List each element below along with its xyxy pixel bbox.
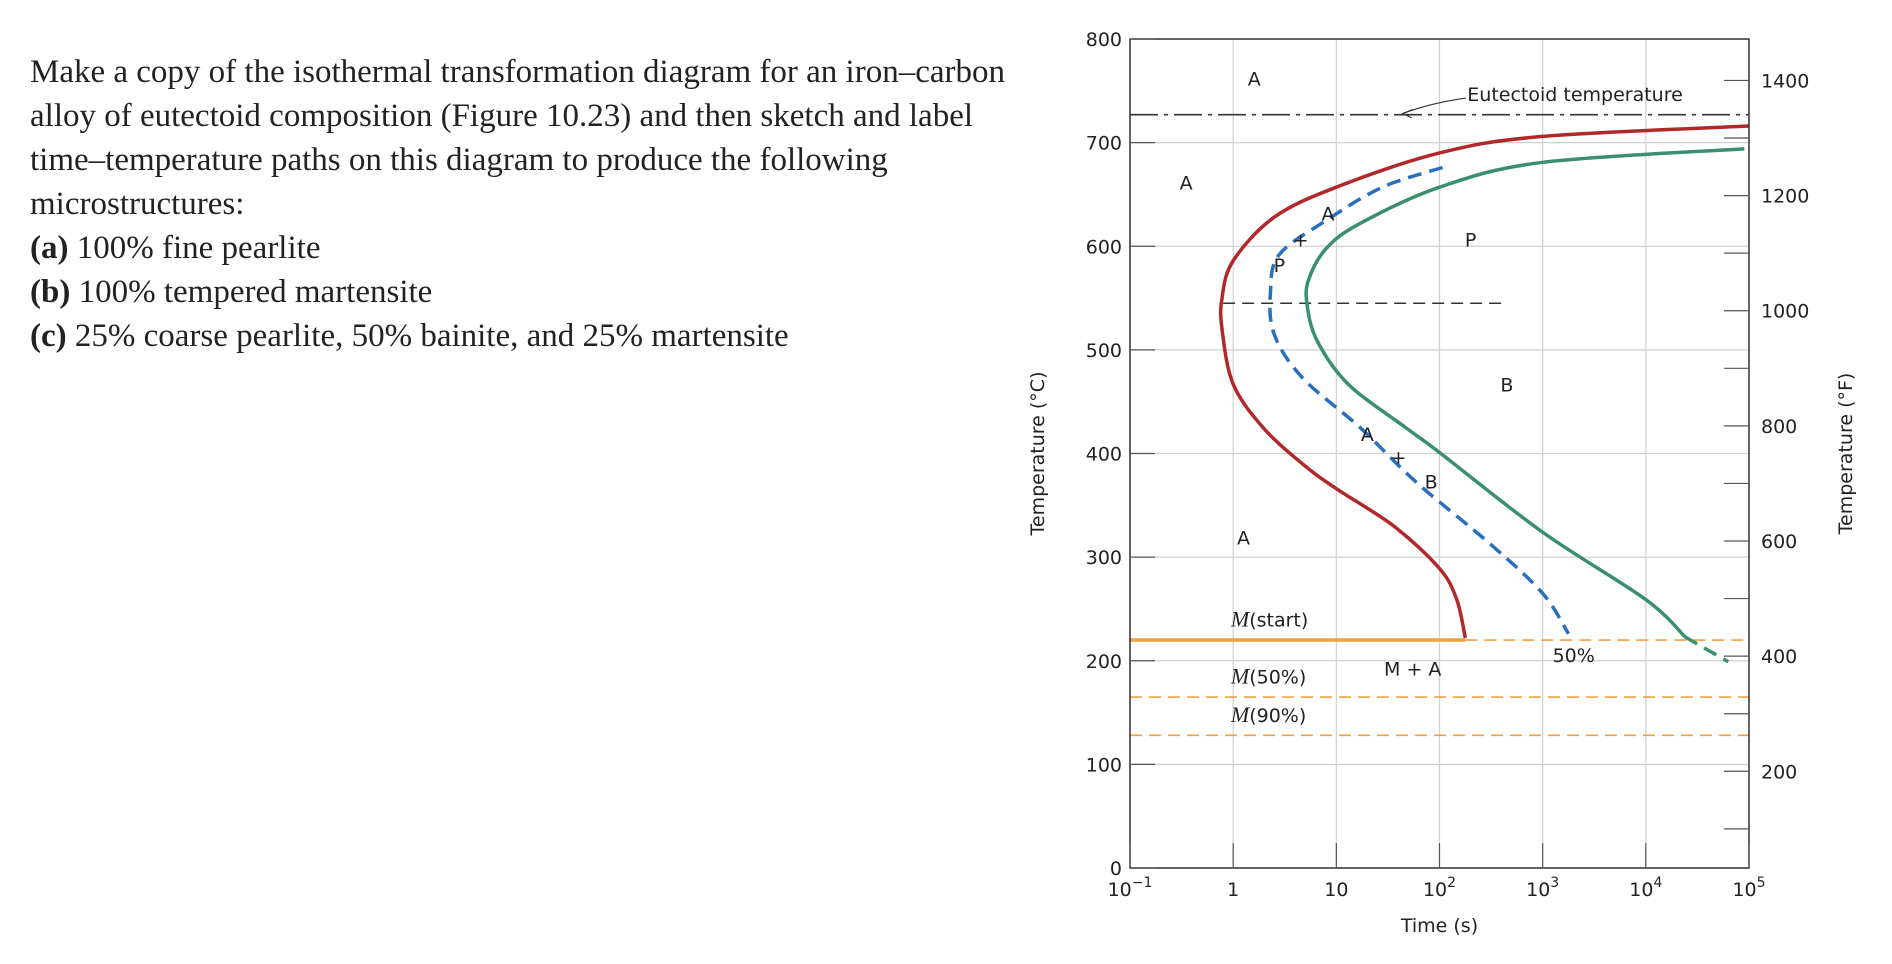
x-tick-exponent: 5 bbox=[1757, 875, 1766, 891]
start-curve bbox=[1218, 124, 1750, 639]
y-tick-label: 300 bbox=[1086, 547, 1122, 569]
y-axis-label: Temperature (°C) bbox=[1027, 372, 1049, 537]
m-90-label: M(90%) bbox=[1230, 702, 1306, 727]
region-label: A bbox=[1248, 69, 1261, 91]
y-tick-label: 500 bbox=[1086, 340, 1122, 362]
x-tick-exponent: 3 bbox=[1550, 875, 1559, 891]
x-tick-label: 105 bbox=[1732, 875, 1765, 901]
region-label: + bbox=[1390, 447, 1406, 469]
m-90-label-symbol: M bbox=[1230, 702, 1251, 727]
y2-tick-label: 800 bbox=[1761, 416, 1797, 438]
m-50-label-symbol: M bbox=[1230, 664, 1251, 689]
curves bbox=[1218, 124, 1750, 664]
region-label: A bbox=[1361, 424, 1374, 446]
arrowhead-icon bbox=[1401, 108, 1413, 119]
region-label: B bbox=[1500, 374, 1513, 396]
x-tick-exponent: −1 bbox=[1132, 875, 1153, 891]
x-tick-label: 103 bbox=[1526, 875, 1559, 901]
region-label: A bbox=[1180, 172, 1193, 194]
x-tick-base: 1 bbox=[1227, 879, 1239, 901]
x-tick-base: 10 bbox=[1732, 879, 1756, 901]
arrow-icon bbox=[1402, 97, 1466, 115]
y2-tick-label: 1000 bbox=[1761, 301, 1809, 323]
m-50-label: M(50%) bbox=[1230, 664, 1306, 689]
y2-tick-label: 400 bbox=[1761, 646, 1797, 668]
x-tick-label: 104 bbox=[1629, 875, 1662, 901]
y2-tick-label: 1200 bbox=[1761, 186, 1809, 208]
item-a: (a) 100% fine pearlite bbox=[30, 230, 321, 266]
fifty-curve bbox=[1268, 165, 1570, 635]
x-tick-base: 10 bbox=[1324, 879, 1348, 901]
x-tick-label: 10 bbox=[1324, 879, 1348, 901]
region-label: A bbox=[1321, 203, 1334, 225]
annotations: Eutectoid temperatureM(start)M(50%)M(90%… bbox=[1180, 69, 1683, 727]
x-axis-label: Time (s) bbox=[1400, 915, 1478, 937]
reference-lines bbox=[1130, 113, 1749, 737]
region-label: P bbox=[1465, 229, 1476, 251]
y-tick-label: 0 bbox=[1110, 858, 1122, 880]
x-tick-base: 10 bbox=[1108, 879, 1132, 901]
y2-tick-label: 600 bbox=[1761, 531, 1797, 553]
region-label: A bbox=[1237, 528, 1250, 550]
region-label: M + A bbox=[1384, 658, 1441, 680]
x-tick-base: 10 bbox=[1526, 879, 1550, 901]
y2-axis-label: Temperature (°F) bbox=[1835, 373, 1857, 536]
region-label: B bbox=[1425, 472, 1438, 494]
y-tick-label: 100 bbox=[1086, 754, 1122, 776]
x-tick-exponent: 4 bbox=[1653, 875, 1662, 891]
y2-tick-label: 1400 bbox=[1761, 70, 1809, 92]
m-90-label-suffix: (90%) bbox=[1249, 705, 1306, 727]
y-tick-label: 600 bbox=[1086, 236, 1122, 258]
region-label: + bbox=[1293, 229, 1309, 251]
x-tick-label: 102 bbox=[1423, 875, 1456, 901]
m-start-label-symbol: M bbox=[1230, 607, 1251, 632]
x-tick-base: 10 bbox=[1423, 879, 1447, 901]
x-tick-label: 10−1 bbox=[1108, 875, 1153, 901]
y2-tick-label: 200 bbox=[1761, 761, 1797, 783]
region-label: 50% bbox=[1553, 645, 1595, 667]
x-tick-label: 1 bbox=[1227, 879, 1239, 901]
eutectoid-label: Eutectoid temperature bbox=[1467, 84, 1683, 106]
y-tick-label: 200 bbox=[1086, 651, 1122, 673]
item-b: (b) 100% tempered martensite bbox=[30, 274, 433, 310]
m-50-label-suffix: (50%) bbox=[1249, 667, 1306, 689]
y-tick-label: 400 bbox=[1086, 444, 1122, 466]
question-intro: Make a copy of the isothermal transforma… bbox=[30, 54, 1005, 222]
question-text: Make a copy of the isothermal transforma… bbox=[30, 50, 1010, 358]
y-tick-label: 800 bbox=[1086, 29, 1122, 51]
region-label: P bbox=[1274, 255, 1285, 277]
x-tick-exponent: 2 bbox=[1447, 875, 1456, 891]
m-start-label-suffix: (start) bbox=[1249, 610, 1308, 632]
y-tick-label: 700 bbox=[1086, 133, 1122, 155]
x-tick-base: 10 bbox=[1629, 879, 1653, 901]
finish-extension-curve bbox=[1684, 635, 1730, 664]
m-start-label: M(start) bbox=[1230, 607, 1308, 632]
finish-curve bbox=[1304, 147, 1745, 639]
item-c: (c) 25% coarse pearlite, 50% bainite, an… bbox=[30, 318, 789, 354]
